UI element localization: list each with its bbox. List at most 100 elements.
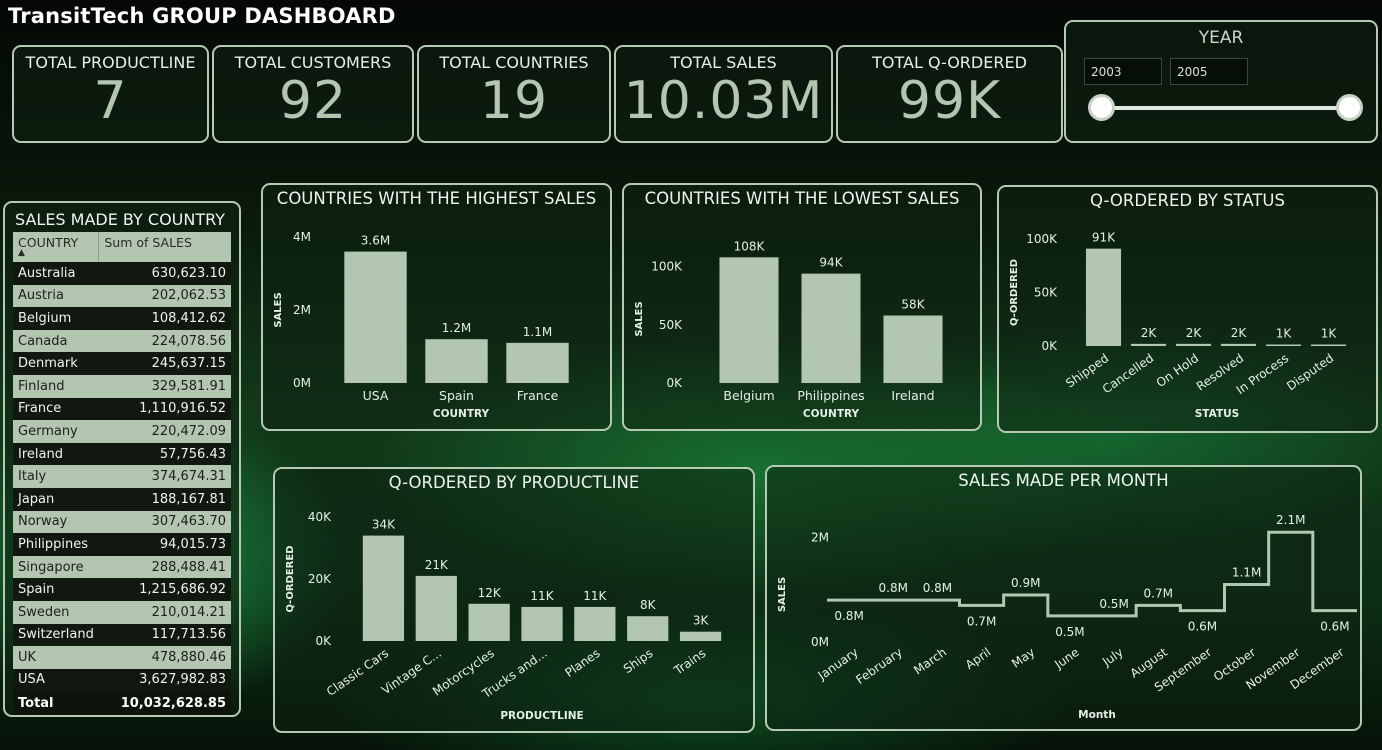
sales-cell: 478,880.46 (98, 646, 231, 669)
kpi-card-countries: TOTAL COUNTRIES 19 (417, 45, 611, 143)
x-tick-label: Belgium (723, 388, 774, 403)
bar (468, 603, 510, 641)
country-cell: Germany (13, 420, 99, 443)
y-axis-label: SALES (273, 292, 284, 327)
sales-per-month-svg: 0M2MSALES0.8MJanuary0.8MFebruary0.8MMarc… (777, 513, 1357, 721)
kpi-label: TOTAL SALES (670, 53, 777, 72)
x-tick-label: May (1009, 645, 1037, 671)
year-slider-track[interactable] (1102, 106, 1360, 110)
country-cell: Japan (13, 487, 99, 511)
x-tick-label: France (517, 388, 559, 403)
table-row[interactable]: France 1,110,916.52 (13, 397, 231, 421)
bar (1220, 343, 1257, 346)
table-row[interactable]: Japan 188,167.81 (13, 487, 231, 511)
bar (344, 251, 407, 383)
data-label: 2K (1186, 326, 1203, 340)
data-label: 2K (1141, 326, 1158, 340)
column-header-sales[interactable]: Sum of SALES (98, 232, 231, 262)
x-axis-label: COUNTRY (803, 408, 860, 420)
chart-title: COUNTRIES WITH THE HIGHEST SALES (276, 189, 597, 208)
x-axis-label: Month (1078, 709, 1116, 721)
table-row[interactable]: Finland 329,581.91 (13, 374, 231, 398)
year-slider-start-handle[interactable] (1088, 94, 1115, 121)
table-row[interactable]: Switzerland 117,713.56 (13, 623, 231, 647)
kpi-card-qordered: TOTAL Q-ORDERED 99K (836, 45, 1063, 143)
data-label: 8K (640, 598, 657, 612)
data-label: 0.5M (1055, 625, 1084, 639)
year-slider-end-handle[interactable] (1336, 94, 1363, 121)
kpi-value: 10.03M (623, 71, 824, 131)
qordered-status-svg: 0K50K100KQ-ORDERED91KShipped2KCancelled2… (1009, 231, 1347, 420)
table-row[interactable]: Norway 307,463.70 (13, 510, 231, 534)
sales-cell: 329,581.91 (98, 374, 231, 398)
sales-by-country-table: SALES MADE BY COUNTRY COUNTRY ▲ Sum of S… (3, 201, 241, 717)
bar (1175, 343, 1212, 346)
data-label: 91K (1092, 231, 1116, 245)
x-tick-label: Planes (562, 646, 602, 680)
column-header-country[interactable]: COUNTRY ▲ (13, 232, 100, 262)
sort-ascending-icon: ▲ (18, 248, 25, 258)
table-row[interactable]: Denmark 245,637.15 (13, 352, 231, 375)
country-cell: Canada (13, 329, 99, 353)
table-row[interactable]: Singapore 288,488.41 (13, 555, 231, 579)
country-cell: Spain (13, 578, 99, 601)
sales-cell: 245,637.15 (98, 352, 231, 375)
table-title: SALES MADE BY COUNTRY (15, 210, 225, 229)
country-cell: Ireland (13, 442, 99, 466)
table-row[interactable]: Australia 630,623.10 (13, 262, 231, 285)
y-axis-label: SALES (634, 301, 645, 336)
year-slicer-title: YEAR (1198, 28, 1244, 48)
data-label: 3.6M (361, 234, 390, 248)
table-row[interactable]: Sweden 210,014.21 (13, 600, 231, 624)
table-row[interactable]: Germany 220,472.09 (13, 420, 231, 443)
table-row[interactable]: Philippines 94,015.73 (13, 533, 231, 556)
x-axis-label: STATUS (1195, 408, 1239, 420)
table-row[interactable]: Italy 374,674.31 (13, 465, 231, 488)
y-tick-label: 4M (293, 230, 311, 244)
y-tick-label: 100K (1026, 232, 1058, 246)
table-row[interactable]: UK 478,880.46 (13, 646, 231, 669)
total-label: Total (13, 691, 99, 716)
data-label: 1K (1276, 327, 1293, 341)
bar (1130, 343, 1167, 346)
bar (627, 616, 669, 641)
table-row[interactable]: Austria 202,062.53 (13, 284, 231, 308)
chart-title: COUNTRIES WITH THE LOWEST SALES (644, 189, 960, 208)
bar (415, 575, 457, 641)
x-tick-label: Trains (671, 646, 709, 678)
country-cell: Finland (13, 374, 99, 398)
x-axis-label: COUNTRY (433, 408, 490, 420)
table-row[interactable]: Ireland 57,756.43 (13, 442, 231, 466)
data-label: 58K (901, 298, 925, 312)
table-row[interactable]: Belgium 108,412.62 (13, 307, 231, 330)
sales-line (827, 530, 1357, 618)
year-start-input[interactable]: 2003 (1084, 58, 1162, 85)
table-row[interactable]: USA 3,627,982.83 (13, 668, 231, 692)
highest-sales-svg: 0M 2M 4M SALES 3.6M USA 1.2M Spain 1.1M France COU… (273, 230, 569, 420)
kpi-label: TOTAL CUSTOMERS (234, 53, 392, 72)
qordered-productline-chart: Q-ORDERED BY PRODUCTLINE 0K 20K 40K Q-ORDER… (273, 467, 755, 733)
data-label: 3K (693, 614, 710, 628)
data-label: 0.8M (834, 609, 863, 623)
year-end-input[interactable]: 2005 (1170, 58, 1248, 85)
data-label: 1.2M (442, 321, 471, 335)
table-row[interactable]: Spain 1,215,686.92 (13, 578, 231, 601)
data-label: 21K (425, 558, 449, 572)
sales-cell: 188,167.81 (98, 487, 231, 511)
country-cell: USA (13, 668, 99, 692)
total-value: 10,032,628.85 (98, 691, 231, 716)
bar (521, 606, 563, 641)
bar (574, 606, 616, 641)
data-label: 12K (478, 586, 502, 600)
table-body: Australia 630,623.10 Austria 202,062.53 Belg… (13, 262, 231, 692)
sales-cell: 374,674.31 (98, 465, 231, 488)
bar (1310, 344, 1347, 346)
qordered-status-chart: Q-ORDERED BY STATUS 0K 50K 100K Q-ORDERED 91… (997, 185, 1378, 433)
kpi-label: TOTAL COUNTRIES (439, 53, 589, 72)
table-row[interactable]: Canada 224,078.56 (13, 329, 231, 353)
data-label: 1K (1321, 327, 1338, 341)
data-label: 11K (530, 589, 554, 603)
country-cell: Denmark (13, 352, 99, 375)
highest-sales-chart: COUNTRIES WITH THE HIGHEST SALES 0M 2M 4M S… (261, 183, 612, 431)
